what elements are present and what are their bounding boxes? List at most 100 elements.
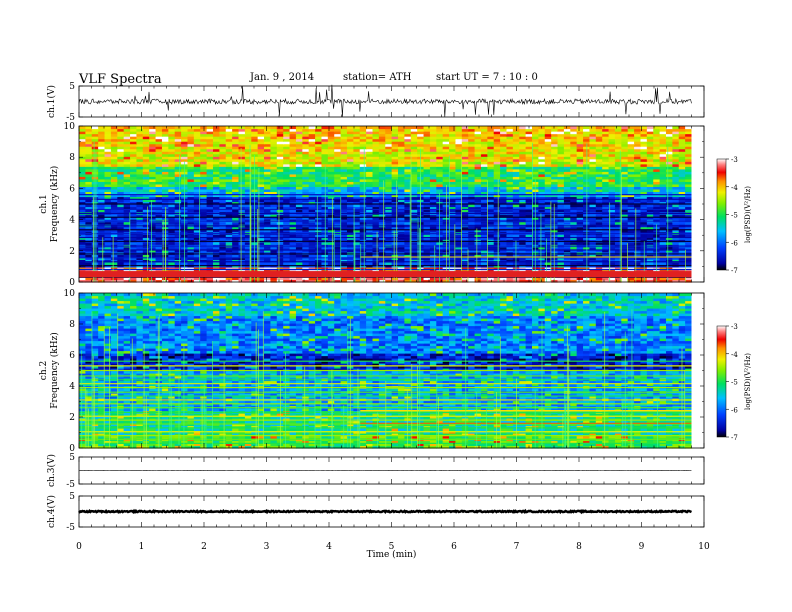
spectrogram-cell (225, 181, 233, 185)
spectrogram-cell (366, 183, 374, 187)
spectrogram-cell (85, 216, 93, 220)
spectrogram-cell (410, 234, 418, 238)
spectrogram-cell (302, 183, 310, 187)
spectrogram-cell (327, 279, 335, 283)
spectrogram-cell (659, 163, 667, 167)
spectrogram-cell (117, 261, 125, 265)
spectrogram-cell (385, 171, 393, 175)
spectrogram-cell (136, 206, 144, 210)
spectrogram-cell (117, 168, 125, 172)
spectrogram-cell (372, 166, 380, 170)
spectrogram-cell (659, 259, 667, 263)
spectrogram-cell (468, 168, 476, 172)
spectrogram-cell (244, 163, 252, 167)
spectrogram-cell (621, 266, 629, 271)
spectrogram-cell (200, 226, 208, 230)
spectrogram-cell (634, 229, 642, 233)
spectrogram-cell (500, 216, 508, 220)
spectrogram-cell (659, 241, 667, 245)
spectrogram-cell (391, 279, 399, 283)
spectrogram-cell (640, 181, 648, 185)
spectrogram-cell (398, 229, 405, 233)
spectrogram-cell (289, 249, 297, 253)
spectrogram-cell (200, 163, 208, 167)
spectrogram-cell (334, 259, 342, 263)
spectrogram-cell (385, 249, 393, 253)
spectrogram-cell (678, 188, 686, 193)
spectrogram-cell (289, 234, 297, 238)
spectrogram-cell (334, 193, 342, 198)
spectrogram-cell (193, 204, 201, 208)
spectrogram-cell (155, 254, 163, 258)
spectrogram-cell (366, 276, 374, 281)
spectrogram-cell (149, 191, 157, 195)
spectrogram-cell (468, 234, 476, 238)
spectrogram-cell (634, 239, 642, 243)
spectrogram-cell (398, 246, 405, 250)
spectrogram-cell (634, 171, 642, 175)
spectrogram-cell (302, 163, 310, 167)
spectrogram-cell (340, 168, 348, 172)
spectrogram-cell (219, 201, 227, 205)
spectrogram-cell (315, 229, 323, 233)
spectrogram-cell (187, 193, 195, 198)
spectrogram-cell (627, 259, 635, 263)
spectrogram-cell (391, 166, 399, 170)
spectrogram-cell (487, 178, 495, 182)
spectrogram-cell (627, 214, 635, 218)
spectrogram-cell (232, 269, 240, 273)
spectrogram-cell (257, 216, 265, 220)
spectrogram-cell (455, 201, 463, 205)
spectrogram-cell (244, 171, 252, 175)
spectrogram-cell (576, 171, 584, 175)
spectrogram-cell (136, 249, 144, 253)
spectrogram-cell (193, 221, 201, 225)
spectrogram-cell (487, 191, 495, 195)
spectrogram-cell (621, 279, 629, 283)
spectrogram-cell (187, 221, 195, 225)
spectrogram-cell (104, 214, 112, 218)
spectrogram-cell (295, 181, 303, 185)
spectrogram-cell (91, 269, 99, 273)
spectrogram-cell (110, 266, 118, 271)
spectrogram-cell (538, 201, 546, 205)
spectrogram-cell (244, 173, 252, 177)
spectrogram-cell (678, 204, 686, 208)
spectrogram-cell (429, 198, 437, 203)
spectrogram-cell (455, 241, 463, 245)
spectrogram-cell (678, 206, 686, 210)
spectrogram-cell (398, 239, 405, 243)
spectrogram-cell (91, 166, 99, 170)
spectrogram-cell (359, 176, 367, 180)
spectrogram-cell (155, 163, 163, 167)
spectrogram-cell (614, 191, 622, 195)
spectrogram-cell (130, 216, 138, 220)
spectrogram-cell (264, 246, 272, 250)
spectrogram-cell (366, 226, 374, 230)
spectrogram-cell (538, 259, 546, 263)
spectrogram-cell (519, 168, 527, 172)
spectrogram-cell (104, 161, 112, 165)
spectrogram-cell (174, 234, 182, 238)
spectrogram-cell (614, 221, 622, 225)
spectrogram-cell (493, 193, 501, 198)
spectrogram-cell (646, 229, 654, 233)
spectrogram-cell (410, 168, 418, 172)
spectrogram-cell (212, 234, 220, 238)
spectrogram-cell (149, 163, 157, 167)
spectrogram-cell (168, 186, 176, 190)
spectrogram-cell (91, 176, 99, 180)
spectrogram-cell (117, 176, 125, 180)
spectrogram-cell (302, 254, 310, 258)
spectrogram-cell (672, 236, 680, 240)
spectrogram-cell (602, 221, 610, 225)
spectrogram-cell (544, 171, 552, 175)
spectrogram-cell (525, 196, 533, 200)
spectrogram-cell (149, 221, 157, 225)
spectrogram-cell (563, 198, 571, 203)
spectrogram-cell (672, 178, 680, 182)
spectrogram-cell (130, 241, 138, 245)
spectrogram-cell (117, 178, 125, 182)
spectrogram-cell (283, 239, 291, 243)
spectrogram-cell (155, 239, 163, 243)
